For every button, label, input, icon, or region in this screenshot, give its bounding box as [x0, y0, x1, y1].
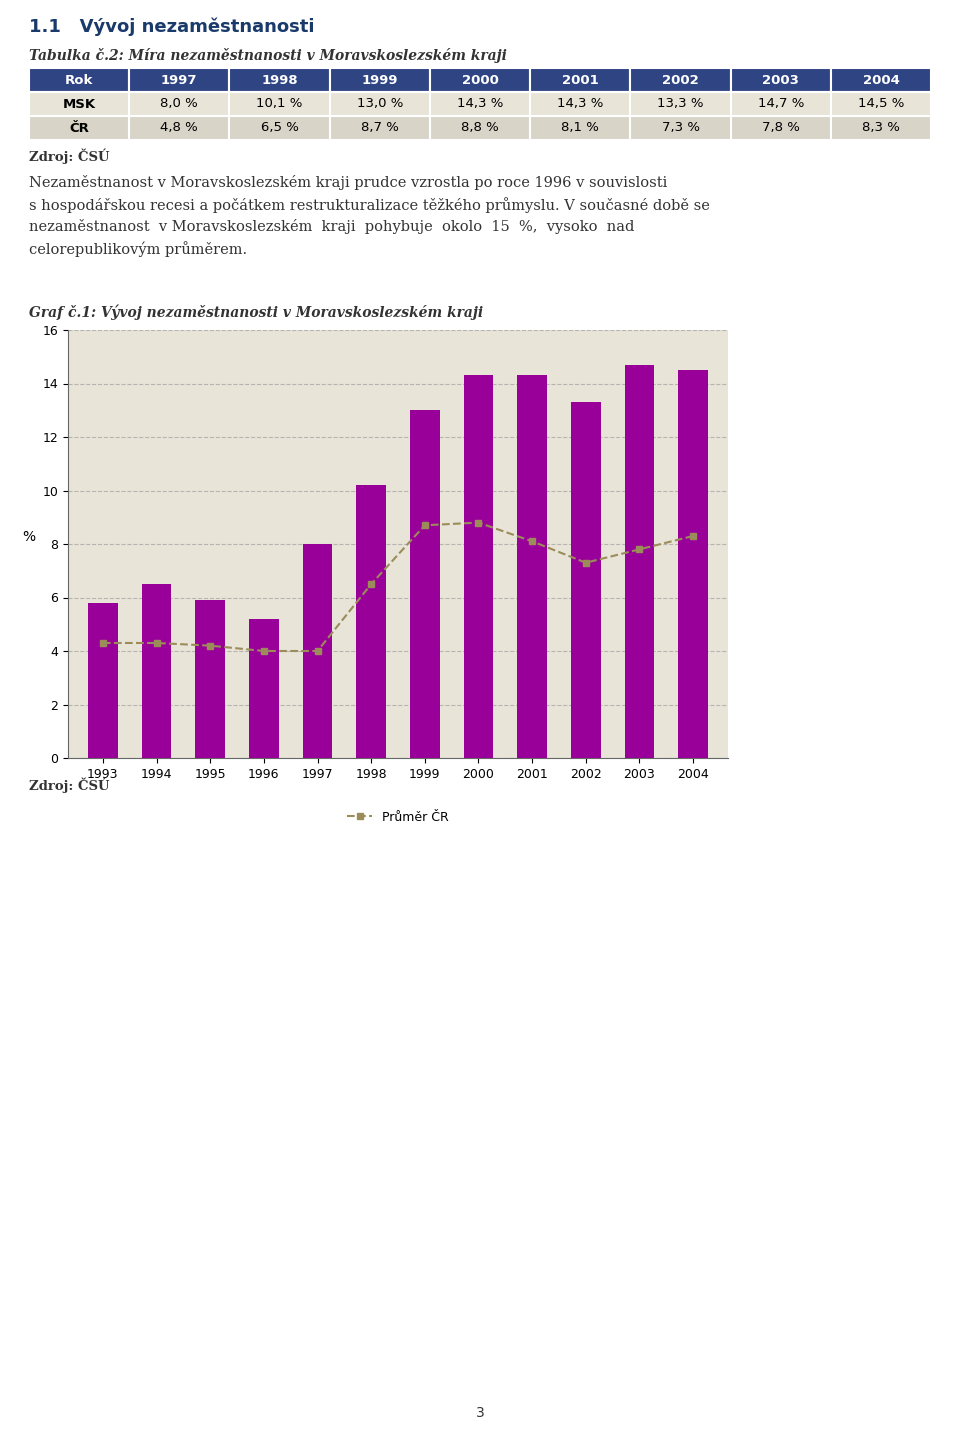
- Bar: [302, 544, 332, 757]
- Text: nezaměstnanost  v Moravskoslezském  kraji  pohybuje  okolo  15  %,  vysoko  nad: nezaměstnanost v Moravskoslezském kraji …: [29, 219, 635, 234]
- Bar: [356, 485, 386, 757]
- Text: Nezaměstnanost v Moravskoslezském kraji prudce vzrostla po roce 1996 v souvislos: Nezaměstnanost v Moravskoslezském kraji …: [29, 176, 667, 190]
- Y-axis label: %: %: [22, 530, 36, 544]
- Průměr ČR: [258, 643, 270, 660]
- Text: Zdroj: ČSÚ: Zdroj: ČSÚ: [29, 148, 109, 164]
- Text: Tabulka č.2: Míra nezaměstnanosti v Moravskoslezském kraji: Tabulka č.2: Míra nezaměstnanosti v Mora…: [29, 48, 507, 62]
- Průměr ČR: [687, 527, 699, 544]
- Průměr ČR: [366, 576, 377, 593]
- Text: celorepublikovým průměrem.: celorepublikovým průměrem.: [29, 241, 247, 257]
- Legend: Průměr ČR: Průměr ČR: [342, 805, 454, 829]
- Bar: [196, 601, 225, 757]
- Průměr ČR: [97, 634, 108, 651]
- Bar: [625, 364, 654, 757]
- Bar: [517, 376, 547, 757]
- Průměr ČR: [312, 643, 324, 660]
- Průměr ČR: [420, 517, 431, 534]
- Bar: [464, 376, 493, 757]
- Bar: [410, 411, 440, 757]
- Bar: [679, 370, 708, 757]
- Bar: [249, 620, 278, 757]
- Text: s hospodářskou recesi a počátkem restrukturalizace těžkého průmyslu. V současné : s hospodářskou recesi a počátkem restruk…: [29, 197, 709, 213]
- Bar: [142, 585, 171, 757]
- Průměr ČR: [204, 637, 216, 654]
- Průměr ČR: [634, 541, 645, 559]
- Průměr ČR: [151, 634, 162, 651]
- Text: 3: 3: [475, 1406, 485, 1421]
- Průměr ČR: [526, 533, 538, 550]
- Průměr ČR: [580, 554, 591, 572]
- Bar: [571, 402, 601, 757]
- Line: Průměr ČR: Průměr ČR: [100, 519, 697, 654]
- Text: Graf č.1: Vývoj nezaměstnanosti v Moravskoslezském kraji: Graf č.1: Vývoj nezaměstnanosti v Moravs…: [29, 305, 483, 321]
- Text: 1.1   Vývoj nezaměstnanosti: 1.1 Vývoj nezaměstnanosti: [29, 17, 314, 36]
- Průměr ČR: [472, 514, 484, 531]
- Bar: [88, 602, 118, 757]
- Text: Zdroj: ČSÚ: Zdroj: ČSÚ: [29, 778, 109, 794]
